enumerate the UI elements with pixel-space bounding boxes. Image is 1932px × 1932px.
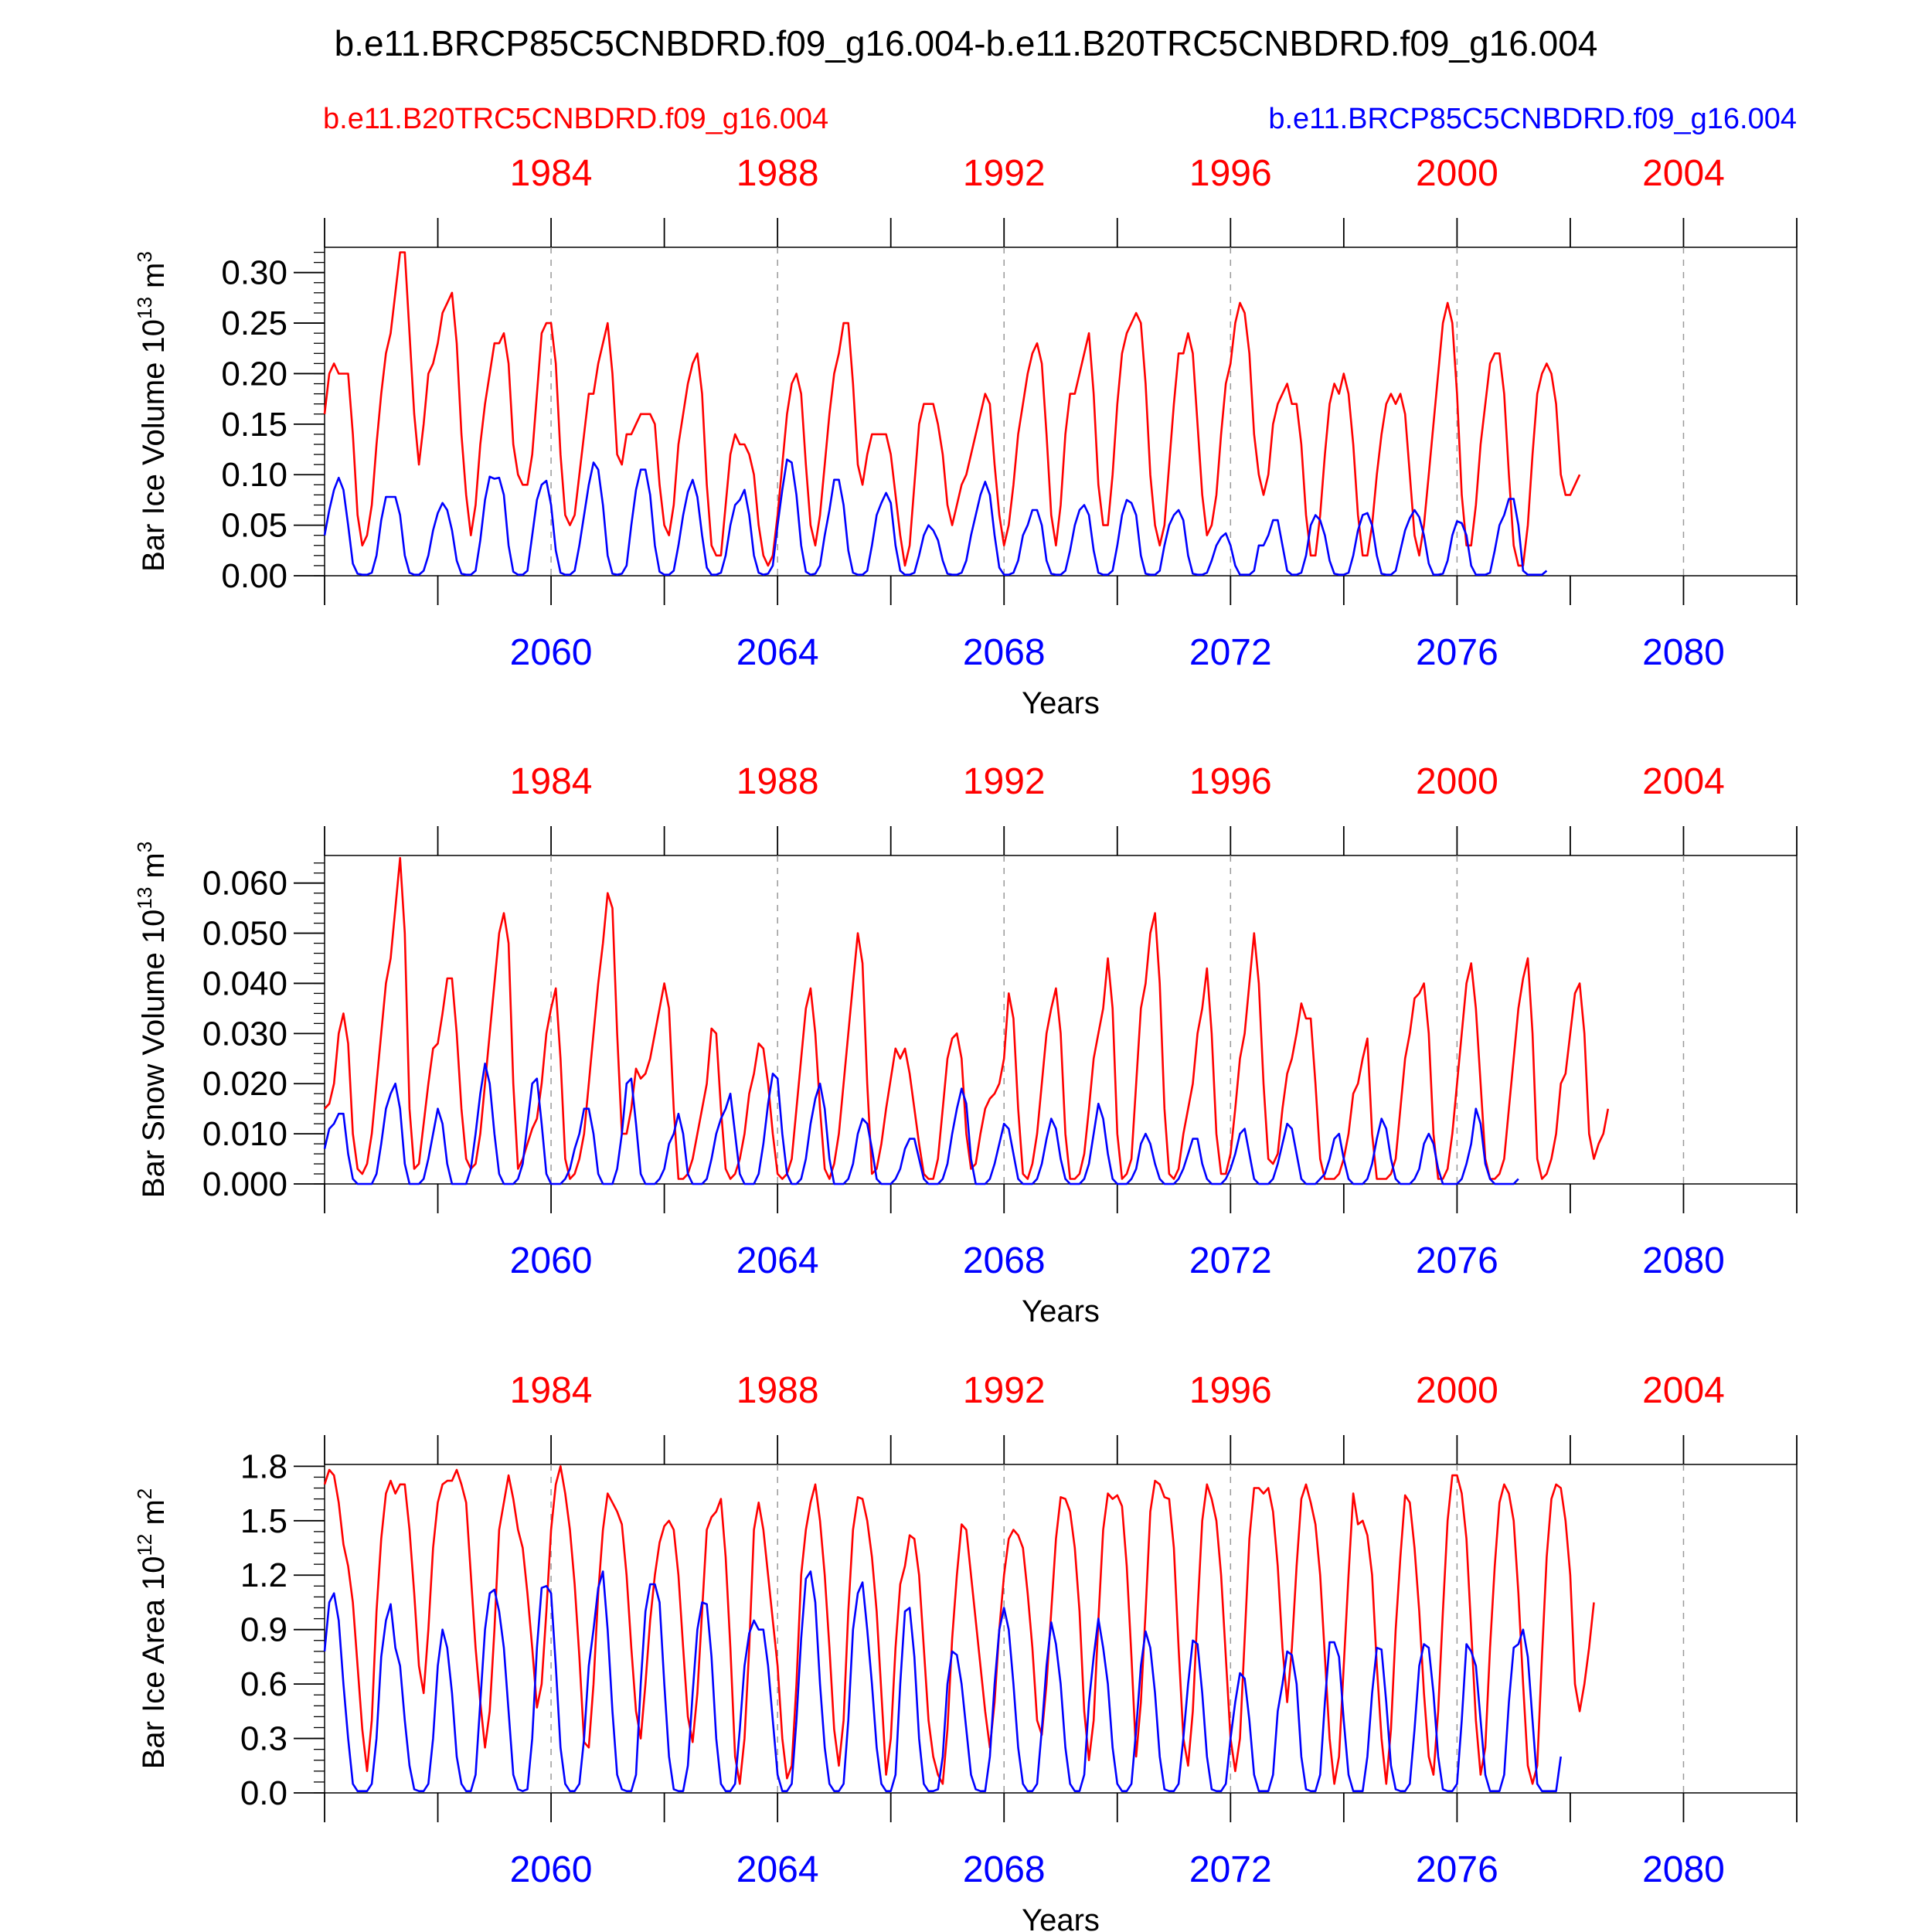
plot-frame <box>324 1464 1798 1794</box>
top-axis-year-label: 1984 <box>510 1370 593 1411</box>
y-tick-label: 0.25 <box>221 304 287 342</box>
y-axis-label-text: m <box>137 852 171 886</box>
y-axis-label: Bar Ice Area 1012 m2 <box>133 1488 171 1770</box>
bottom-axis-year-label: 2068 <box>963 1240 1046 1281</box>
series-line-historical <box>323 1465 1595 1785</box>
bottom-axis-year-label: 2072 <box>1189 1240 1272 1281</box>
bottom-axis-year-label: 2076 <box>1416 1240 1498 1281</box>
x-axis-label: Years <box>1022 686 1100 720</box>
top-axis-year-label: 1992 <box>963 1370 1046 1411</box>
bottom-axis-year-label: 2072 <box>1189 632 1272 673</box>
bottom-axis-year-label: 2080 <box>1642 1849 1725 1890</box>
y-tick-label: 0.060 <box>202 865 287 903</box>
y-axis-label-superscript: 13 <box>133 297 156 319</box>
y-tick-label: 0.15 <box>221 406 287 444</box>
bottom-axis-year-label: 2060 <box>510 1849 593 1890</box>
y-tick-label: 0.040 <box>202 964 287 1002</box>
y-axis-label-superscript: 2 <box>133 1488 156 1499</box>
y-tick-label: 0.0 <box>240 1774 287 1812</box>
top-axis-year-label: 1984 <box>510 761 593 802</box>
bottom-axis-year-label: 2080 <box>1642 632 1725 673</box>
bottom-axis-year-label: 2064 <box>736 632 819 673</box>
y-tick-label: 1.2 <box>240 1556 287 1594</box>
y-tick-label: 0.10 <box>221 456 287 494</box>
top-axis-year-label: 1988 <box>736 761 819 802</box>
top-axis-year-label: 1988 <box>736 153 819 194</box>
y-axis-label-text: Bar Ice Volume 10 <box>137 319 171 572</box>
series-line-historical <box>323 251 1581 567</box>
bottom-axis-year-label: 2068 <box>963 1849 1046 1890</box>
top-axis-year-label: 2004 <box>1642 153 1725 194</box>
top-axis-year-label: 2000 <box>1416 761 1498 802</box>
y-tick-label: 0.05 <box>221 507 287 545</box>
bottom-axis-year-label: 2068 <box>963 632 1046 673</box>
y-tick-label: 1.8 <box>240 1447 287 1485</box>
y-tick-label: 1.5 <box>240 1502 287 1540</box>
series-line-historical <box>324 856 1610 1180</box>
y-tick-label: 0.20 <box>221 355 287 393</box>
bottom-axis-year-label: 2064 <box>736 1240 819 1281</box>
y-tick-label: 0.020 <box>202 1065 287 1103</box>
series-line-rcp85 <box>323 1063 1519 1185</box>
top-axis-year-label: 1992 <box>963 153 1046 194</box>
y-tick-label: 0.9 <box>240 1611 287 1649</box>
bottom-axis-year-label: 2076 <box>1416 632 1498 673</box>
top-axis-year-label: 1988 <box>736 1370 819 1411</box>
bottom-axis-year-label: 2076 <box>1416 1849 1498 1890</box>
x-axis-label: Years <box>1022 1294 1100 1328</box>
y-axis-label-superscript: 3 <box>133 251 156 262</box>
series-line-rcp85 <box>323 458 1548 577</box>
y-axis-label-text: Bar Snow Volume 10 <box>137 910 171 1199</box>
top-axis-year-label: 1996 <box>1189 153 1272 194</box>
panel-snow-volume: 0.000 0.010 0.020 0.030 0.040 0.050 0.060 Bar S… <box>133 761 1798 1328</box>
x-axis-label: Years <box>1022 1903 1100 1932</box>
y-tick-label: 0.050 <box>202 915 287 953</box>
panel-ice-volume: 0.00 0.05 0.10 0.15 0.20 0.25 0.30 Bar Ice Volu… <box>133 153 1798 720</box>
y-tick-label: 0.00 <box>221 557 287 595</box>
bottom-axis-year-label: 2060 <box>510 632 593 673</box>
y-axis-label-text: m <box>137 1499 171 1533</box>
panel-ice-area: 0.0 0.3 0.6 0.9 1.2 1.5 1.8 Bar Ice Area 1012 m… <box>133 1370 1798 1932</box>
top-axis-year-label: 2000 <box>1416 1370 1498 1411</box>
y-axis-label-superscript: 13 <box>133 887 156 910</box>
top-axis-year-label: 1996 <box>1189 761 1272 802</box>
y-tick-label: 0.000 <box>202 1165 287 1203</box>
series-line-rcp85 <box>323 1570 1562 1792</box>
y-tick-label: 0.3 <box>240 1720 287 1758</box>
top-axis-year-label: 2004 <box>1642 1370 1725 1411</box>
figure-title: b.e11.BRCP85C5CNBDRD.f09_g16.004-b.e11.B… <box>335 23 1598 63</box>
legend-label-rcp85: b.e11.BRCP85C5CNBDRD.f09_g16.004 <box>1268 103 1797 135</box>
bottom-axis-year-label: 2080 <box>1642 1240 1725 1281</box>
legend-label-historical: b.e11.B20TRC5CNBDRD.f09_g16.004 <box>323 103 828 135</box>
bottom-axis-year-label: 2060 <box>510 1240 593 1281</box>
top-axis-year-label: 2004 <box>1642 761 1725 802</box>
y-axis-label: Bar Snow Volume 1013 m3 <box>133 842 171 1198</box>
y-axis-label-text: m <box>137 263 171 297</box>
y-axis-label: Bar Ice Volume 1013 m3 <box>133 251 171 572</box>
y-tick-label: 0.030 <box>202 1015 287 1053</box>
y-tick-label: 0.30 <box>221 254 287 292</box>
y-axis-label-text: Bar Ice Area 10 <box>137 1556 171 1770</box>
top-axis-year-label: 1996 <box>1189 1370 1272 1411</box>
bottom-axis-year-label: 2072 <box>1189 1849 1272 1890</box>
y-axis-label-superscript: 12 <box>133 1534 156 1556</box>
y-axis-label-superscript: 3 <box>133 842 156 852</box>
plot-frame <box>324 855 1798 1185</box>
top-axis-year-label: 1992 <box>963 761 1046 802</box>
y-tick-label: 0.010 <box>202 1115 287 1153</box>
top-axis-year-label: 1984 <box>510 153 593 194</box>
bottom-axis-year-label: 2064 <box>736 1849 819 1890</box>
top-axis-year-label: 2000 <box>1416 153 1498 194</box>
y-tick-label: 0.6 <box>240 1665 287 1703</box>
panels-container: 0.00 0.05 0.10 0.15 0.20 0.25 0.30 Bar Ice Volu… <box>133 153 1798 1932</box>
